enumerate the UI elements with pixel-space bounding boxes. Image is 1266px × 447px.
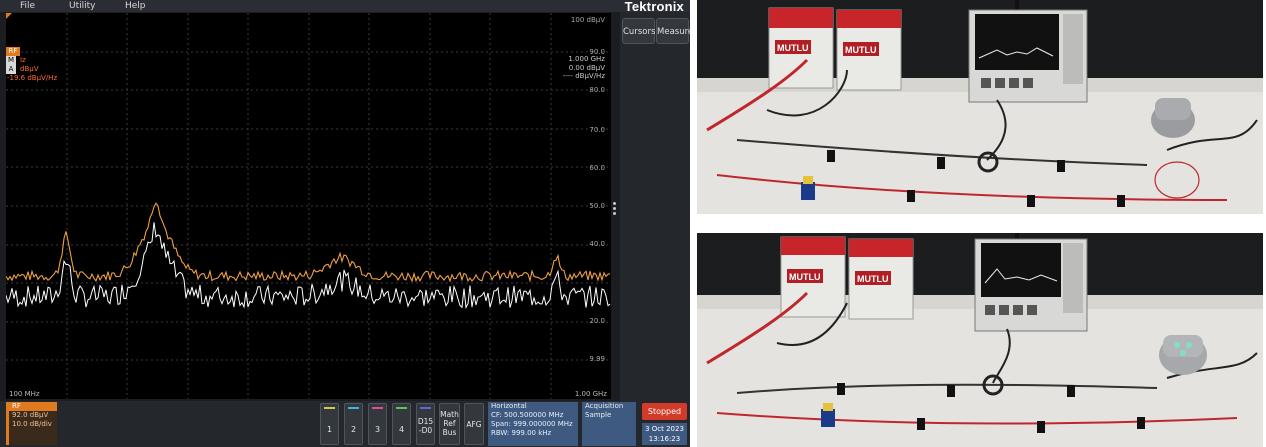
- digital-color: [420, 407, 431, 409]
- battery-left-2-label: MUTLU: [789, 272, 821, 282]
- y-tick-80: 80.0: [589, 86, 605, 94]
- rbw-value: RBW: 999.00 kHz: [491, 429, 552, 437]
- channel-1-button[interactable]: 1: [320, 403, 339, 445]
- acquisition-settings-badge[interactable]: Acquisition Sample: [582, 402, 636, 446]
- trace-tag-m[interactable]: M: [6, 56, 16, 65]
- battery-left-label: MUTLU: [777, 43, 809, 53]
- rf-ref-level: 92.0 dBµV: [12, 411, 49, 419]
- more-options-icon[interactable]: [613, 202, 617, 217]
- setup-photo-bottom: MUTLU MUTLU: [697, 233, 1263, 447]
- run-stop-status[interactable]: Stopped: [642, 403, 687, 420]
- channel-3-color: [372, 407, 383, 409]
- date-label: 3 Oct 2023: [645, 425, 684, 433]
- battery-left-2: MUTLU: [780, 236, 846, 318]
- x-start-label: 100 MHz: [9, 390, 40, 398]
- span-value: Span: 999.000000 MHz: [491, 420, 573, 428]
- max-hold-trace: [6, 202, 611, 283]
- marker-frequency: 1.000 GHz: [568, 55, 605, 63]
- menu-file[interactable]: File: [20, 1, 36, 11]
- sensor-device: [1151, 98, 1195, 138]
- math-ref-bus-label: Math Ref Bus: [440, 410, 459, 437]
- rf-settings-badge[interactable]: RF 92.0 dBµV 10.0 dB/div: [6, 402, 57, 445]
- oscilloscope-device: [968, 9, 1088, 103]
- channel-1-color: [324, 407, 335, 409]
- ref-level-label: 100 dBµV: [570, 16, 605, 24]
- afg-label: AFG: [466, 420, 482, 429]
- oscilloscope-panel: File Utility Help Tektronix Cursors Meas…: [0, 0, 690, 447]
- cursors-button[interactable]: Cursors: [622, 18, 655, 44]
- spectrum-display[interactable]: 100 dBµV 90.0 80.0 70.0 60.0 50.0 40.0 2…: [6, 13, 611, 399]
- digital-line-1: D15: [417, 417, 434, 426]
- battery-right: MUTLU: [836, 9, 902, 91]
- channel-2-color: [348, 407, 359, 409]
- channel-2-label: 2: [350, 425, 357, 434]
- y-tick-70: 70.0: [589, 126, 605, 134]
- math-ref-bus-button[interactable]: Math Ref Bus: [439, 403, 460, 445]
- channel-1-label: 1: [326, 425, 333, 434]
- math-line: Math: [440, 410, 459, 419]
- acquisition-mode: Sample: [585, 411, 612, 419]
- brand-logo: Tektronix: [624, 0, 684, 14]
- battery-left: MUTLU: [768, 7, 834, 89]
- channel-3-button[interactable]: 3: [368, 403, 387, 445]
- battery-right-2: MUTLU: [848, 238, 914, 320]
- time-label: 13:16:23: [648, 435, 681, 443]
- rf-scale: 10.0 dB/div: [12, 420, 52, 428]
- oscilloscope-device-2: [974, 238, 1088, 332]
- y-tick-60: 60.0: [589, 164, 605, 172]
- graticule: [6, 13, 611, 399]
- center-frequency: CF: 500.500000 MHz: [491, 411, 564, 419]
- channel-4-button[interactable]: 4: [392, 403, 411, 445]
- menu-utility[interactable]: Utility: [69, 1, 96, 11]
- battery-right-label: MUTLU: [845, 45, 877, 55]
- menu-help[interactable]: Help: [125, 1, 146, 11]
- horizontal-title: Horizontal: [491, 402, 527, 410]
- channel-4-label: 4: [398, 425, 405, 434]
- digital-label: D15 -D0: [417, 417, 434, 435]
- setup-photo-top-illustration: MUTLU MUTLU: [697, 0, 1263, 214]
- battery-right-2-label: MUTLU: [857, 274, 889, 284]
- marker-density: ---- dBµV/Hz: [562, 72, 605, 80]
- ref-line: Ref: [443, 419, 456, 428]
- y-tick-40: 40.0: [589, 240, 605, 248]
- acquisition-title: Acquisition: [585, 402, 624, 410]
- spectrum-plot: [6, 13, 611, 399]
- y-tick-50: 50.0: [589, 202, 605, 210]
- sensor-device-lit: [1159, 335, 1207, 375]
- bottom-bar: RF 92.0 dBµV 10.0 dB/div 1 2 3 4 D15 -D0: [0, 401, 690, 447]
- y-tick-20: 20.0: [589, 317, 605, 325]
- horizontal-settings-badge[interactable]: Horizontal CF: 500.500000 MHz Span: 999.…: [488, 402, 578, 446]
- y-tick-90: 90.0: [589, 48, 605, 56]
- trace-a-text: dBµV: [20, 65, 39, 73]
- y-tick-10: 9.99: [589, 355, 605, 363]
- channel-2-button[interactable]: 2: [344, 403, 363, 445]
- trace-m-text: Iz: [20, 56, 26, 64]
- channel-3-label: 3: [374, 425, 381, 434]
- afg-button[interactable]: AFG: [464, 403, 484, 445]
- bus-line: Bus: [442, 428, 457, 437]
- setup-photo-bottom-illustration: MUTLU MUTLU: [697, 233, 1263, 447]
- x-end-label: 1.00 GHz: [574, 390, 607, 398]
- date-time: 3 Oct 2023 13:16:23: [642, 423, 687, 445]
- normal-trace: [6, 222, 611, 310]
- marker-level: 0.00 dBµV: [568, 63, 605, 72]
- rf-trace-badge[interactable]: RF: [6, 47, 20, 56]
- channel-4-color: [396, 407, 407, 409]
- rf-badge-header: RF: [9, 402, 57, 411]
- setup-photo-top: MUTLU MUTLU: [697, 0, 1263, 214]
- digital-channels-button[interactable]: D15 -D0: [416, 403, 435, 445]
- top-left-marker: [6, 13, 12, 19]
- measure-button[interactable]: Measure: [656, 18, 690, 44]
- marker-readout: 1.000 GHz 0.00 dBµV ---- dBµV/Hz: [563, 55, 605, 81]
- menu-bar: File Utility Help Tektronix: [0, 0, 690, 14]
- density-readout: -19.6 dBµV/Hz: [7, 74, 58, 82]
- digital-line-2: -D0: [418, 426, 433, 435]
- side-panel: Cursors Measure: [620, 12, 690, 401]
- trace-tag-a[interactable]: A: [6, 65, 16, 74]
